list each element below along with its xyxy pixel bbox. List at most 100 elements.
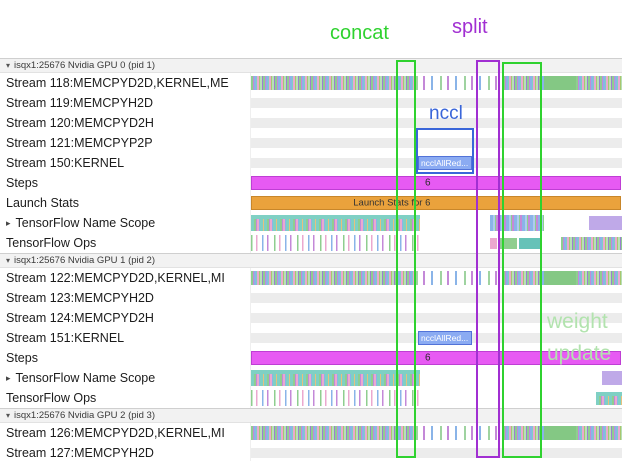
event-cluster[interactable] <box>251 76 417 90</box>
row-label-text: TensorFlow Name Scope <box>15 371 156 385</box>
event-cluster[interactable] <box>596 392 622 405</box>
row-label-text: Stream 150:KERNEL <box>6 156 125 170</box>
row-label-text: Stream 121:MEMCPYP2P <box>6 136 153 150</box>
event-cluster[interactable] <box>251 235 420 251</box>
track-timeline <box>250 388 622 408</box>
track-timeline <box>250 233 622 253</box>
event-cluster[interactable] <box>575 426 622 440</box>
expand-icon[interactable]: ▸ <box>6 217 11 228</box>
track-row: TensorFlow Ops <box>0 233 622 253</box>
track-row: ▸ TensorFlow Name Scope <box>0 368 622 388</box>
track-row: Stream 126:MEMCPYD2D,KERNEL,MI <box>0 423 622 443</box>
event-cluster[interactable] <box>416 426 504 440</box>
step-number-label: 6 <box>424 352 431 364</box>
event-cluster[interactable] <box>503 426 545 440</box>
track-timeline <box>250 368 622 388</box>
row-label: Steps <box>0 173 250 193</box>
row-label-text: Steps <box>6 351 38 365</box>
event-cluster[interactable] <box>251 271 417 285</box>
empty-track-band <box>251 138 622 148</box>
nccl-allreduce-event[interactable]: ncclAllRed... <box>417 156 472 170</box>
track-timeline <box>250 213 622 233</box>
track-timeline <box>250 288 622 308</box>
event-cluster[interactable] <box>575 271 622 285</box>
event-cluster[interactable] <box>251 215 420 231</box>
row-label-text: TensorFlow Name Scope <box>15 216 156 230</box>
event-cluster[interactable] <box>490 215 545 231</box>
event-cluster[interactable] <box>575 76 622 90</box>
expand-icon[interactable]: ▸ <box>6 372 11 383</box>
track-timeline <box>250 268 622 288</box>
event-cluster[interactable] <box>251 370 420 386</box>
event-cluster[interactable] <box>416 76 504 90</box>
collapse-icon[interactable]: ▾ <box>6 60 11 70</box>
track-row: Stream 118:MEMCPYD2D,KERNEL,ME <box>0 73 622 93</box>
row-label-text: Stream 120:MEMCPYD2H <box>6 116 154 130</box>
track-row: Stream 124:MEMCPYD2H <box>0 308 622 328</box>
launch-stats-label: Launch Stats for 6 <box>353 197 431 209</box>
track-row: Stream 150:KERNEL ncclAllRed... <box>0 153 622 173</box>
track-timeline: 6 <box>250 173 622 193</box>
row-label: ▸ TensorFlow Name Scope <box>0 368 250 388</box>
device-section-header-gpu2[interactable]: ▾ isqx1:25676 Nvidia GPU 2 (pid 3) <box>0 408 622 423</box>
collapse-icon[interactable]: ▾ <box>6 255 11 265</box>
row-label-text: Stream 123:MEMCPYH2D <box>6 291 154 305</box>
track-row: ▸ TensorFlow Name Scope <box>0 213 622 233</box>
steps-bar[interactable]: 6 <box>251 176 621 190</box>
row-label: Stream 126:MEMCPYD2D,KERNEL,MI <box>0 423 250 443</box>
event-cluster[interactable] <box>251 390 420 406</box>
row-label: Stream 124:MEMCPYD2H <box>0 308 250 328</box>
row-label-text: Steps <box>6 176 38 190</box>
track-row: Steps 6 <box>0 348 622 368</box>
event-cluster[interactable] <box>560 237 622 250</box>
track-timeline: ncclAllRed... <box>250 153 622 173</box>
row-label: Stream 119:MEMCPYH2D <box>0 93 250 113</box>
annotation-top-space <box>0 0 622 58</box>
launch-stats-bar[interactable]: Launch Stats for 6 <box>251 196 621 210</box>
nccl-allreduce-event[interactable]: ncclAllRed... <box>417 331 472 345</box>
device-header-label: isqx1:25676 Nvidia GPU 1 (pid 2) <box>14 255 156 266</box>
event-cluster[interactable] <box>544 271 576 285</box>
event-cluster[interactable] <box>503 271 545 285</box>
device-header-label: isqx1:25676 Nvidia GPU 2 (pid 3) <box>14 410 156 421</box>
row-label: Stream 150:KERNEL <box>0 153 250 173</box>
step-number-label: 6 <box>424 177 431 189</box>
row-label: TensorFlow Ops <box>0 388 250 408</box>
track-row: Stream 122:MEMCPYD2D,KERNEL,MI <box>0 268 622 288</box>
device-section-header-gpu0[interactable]: ▾ isqx1:25676 Nvidia GPU 0 (pid 1) <box>0 58 622 73</box>
row-label: Stream 120:MEMCPYD2H <box>0 113 250 133</box>
event-cluster[interactable] <box>498 238 518 249</box>
row-label: Stream 122:MEMCPYD2D,KERNEL,MI <box>0 268 250 288</box>
row-label: Stream 118:MEMCPYD2D,KERNEL,ME <box>0 73 250 93</box>
event-cluster[interactable] <box>588 216 622 230</box>
empty-track-band <box>251 313 622 323</box>
row-label-text: Stream 118:MEMCPYD2D,KERNEL,ME <box>6 76 229 90</box>
event-cluster[interactable] <box>251 426 417 440</box>
event-cluster[interactable] <box>490 238 497 249</box>
track-timeline <box>250 113 622 133</box>
event-cluster[interactable] <box>416 271 504 285</box>
event-cluster[interactable] <box>503 76 545 90</box>
steps-bar[interactable]: 6 <box>251 351 621 365</box>
row-label-text: Launch Stats <box>6 196 79 210</box>
event-cluster[interactable] <box>518 238 543 249</box>
track-timeline <box>250 133 622 153</box>
row-label: Launch Stats <box>0 193 250 213</box>
collapse-icon[interactable]: ▾ <box>6 410 11 420</box>
row-label-text: Stream 124:MEMCPYD2H <box>6 311 154 325</box>
track-timeline <box>250 308 622 328</box>
track-row: Stream 121:MEMCPYP2P <box>0 133 622 153</box>
event-cluster[interactable] <box>544 76 576 90</box>
track-timeline: 6 <box>250 348 622 368</box>
row-label-text: TensorFlow Ops <box>6 236 97 250</box>
event-cluster[interactable] <box>601 371 622 385</box>
track-timeline <box>250 93 622 113</box>
row-label: Stream 121:MEMCPYP2P <box>0 133 250 153</box>
empty-track-band <box>251 98 622 108</box>
event-cluster[interactable] <box>544 426 576 440</box>
row-label: ▸ TensorFlow Name Scope <box>0 213 250 233</box>
device-section-header-gpu1[interactable]: ▾ isqx1:25676 Nvidia GPU 1 (pid 2) <box>0 253 622 268</box>
empty-track-band <box>251 293 622 303</box>
empty-track-band <box>251 448 622 458</box>
